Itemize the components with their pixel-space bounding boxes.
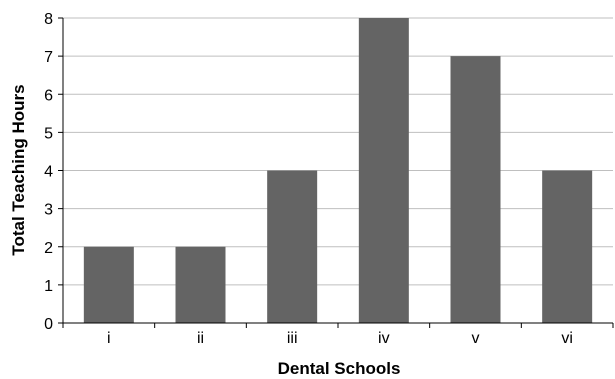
bar-iii [267,170,318,323]
bar-vi [542,170,593,323]
y-tick-labels: 0 1 2 3 4 5 6 7 8 [44,11,53,333]
bar-i [83,246,134,323]
y-tick-label: 0 [44,316,53,333]
x-tick-labels: i ii iii iv v vi [107,330,573,347]
bar-v [450,56,501,323]
y-tick-label: 5 [44,125,53,142]
x-tick-label: i [107,330,111,347]
y-tick-label: 3 [44,202,53,219]
y-tick-label: 8 [44,11,53,28]
x-tick-label: iv [378,330,390,347]
bar-ii [175,246,226,323]
y-tick-label: 2 [44,240,53,257]
bar-iv [358,18,409,323]
x-axis-title: Dental Schools [278,359,401,378]
x-tick-label: vi [561,330,573,347]
axes [58,17,614,328]
x-tick-label: ii [197,330,204,347]
y-axis-title: Total Teaching Hours [9,84,28,255]
y-tick-label: 7 [44,49,53,66]
y-tick-label: 4 [44,164,53,181]
gridlines [63,17,613,286]
y-tick-label: 6 [44,87,53,104]
y-tick-label: 1 [44,278,53,295]
x-tick-label: v [472,330,480,347]
x-tick-label: iii [287,330,298,347]
bars [83,18,593,323]
